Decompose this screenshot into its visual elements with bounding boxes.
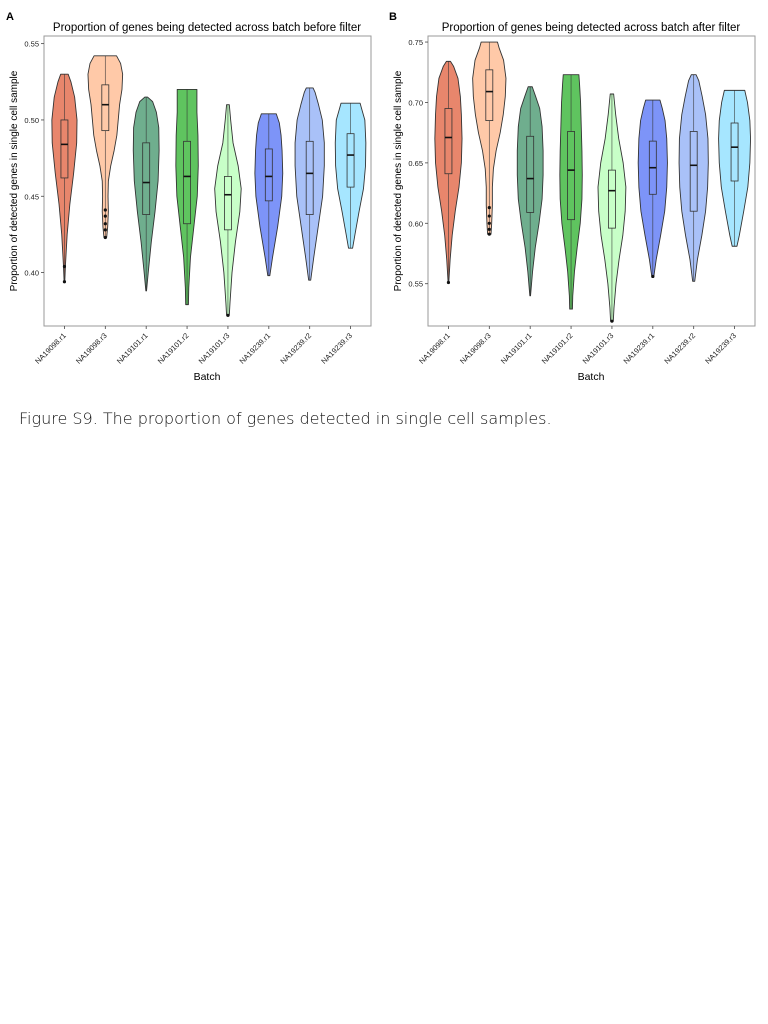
box-NA19239.r1 xyxy=(264,148,273,202)
outlier-point xyxy=(62,280,67,284)
box-NA19098.r3 xyxy=(101,84,110,132)
box-NA19239.r2 xyxy=(305,140,314,215)
box-NA19239.r3 xyxy=(730,122,739,182)
box-NA19239.r3 xyxy=(346,133,355,188)
outlier-point xyxy=(487,214,491,218)
x-tick-label: NA19101.r3 xyxy=(581,331,616,366)
x-tick-label: NA19239.r1 xyxy=(238,331,273,366)
x-tick-label: NA19101.r1 xyxy=(499,331,534,366)
x-tick-label: NA19239.r1 xyxy=(622,331,657,366)
x-tick-label: NA19098.r1 xyxy=(417,331,452,366)
box-NA19098.r1 xyxy=(60,119,69,179)
outlier-point xyxy=(226,313,230,317)
box-NA19101.r2 xyxy=(567,131,575,221)
outlier-point xyxy=(610,319,614,323)
outlier-point xyxy=(103,228,107,232)
box-NA19098.r1 xyxy=(444,108,453,175)
y-tick-label: 0.75 xyxy=(408,38,423,47)
box-NA19239.r2 xyxy=(689,131,698,212)
outlier-point xyxy=(487,221,491,225)
chart-title-a: Proportion of genes being detected acros… xyxy=(53,22,361,34)
box-NA19101.r1 xyxy=(526,135,535,213)
y-axis-label-b: Proportion of detected genes in single c… xyxy=(393,70,404,291)
x-tick-label: NA19239.r3 xyxy=(703,331,738,366)
box-NA19101.r2 xyxy=(183,140,191,225)
outlier-point xyxy=(103,235,107,240)
outlier-point xyxy=(62,264,67,269)
x-tick-label: NA19101.r2 xyxy=(156,331,191,366)
x-tick-label: NA19101.r3 xyxy=(197,331,232,366)
panel-letter-b: B xyxy=(389,11,397,23)
x-tick-label: NA19098.r1 xyxy=(33,331,68,366)
y-axis-label-a: Proportion of detected genes in single c… xyxy=(9,70,20,291)
x-tick-label: NA19239.r2 xyxy=(662,331,697,366)
y-tick-label: 0.70 xyxy=(408,98,423,107)
figure-caption: Figure S9. The proportion of genes detec… xyxy=(19,409,552,428)
x-axis-label-a: Batch xyxy=(194,371,221,383)
outlier-point xyxy=(103,222,107,226)
x-tick-label: NA19098.r3 xyxy=(74,331,109,366)
panel-letter-a: A xyxy=(6,11,14,23)
x-tick-label: NA19239.r2 xyxy=(278,331,313,366)
x-axis-label-b: Batch xyxy=(578,371,605,383)
chart-panel-a: A Proportion of genes being detected acr… xyxy=(6,11,372,383)
box-NA19101.r1 xyxy=(142,142,151,215)
plot-frame xyxy=(427,35,756,327)
box-NA19101.r3 xyxy=(608,169,616,229)
outlier-point xyxy=(651,274,655,279)
y-tick-label: 0.60 xyxy=(408,219,423,228)
y-tick-label: 0.65 xyxy=(408,159,423,168)
outlier-point xyxy=(103,208,107,212)
x-tick-label: NA19239.r3 xyxy=(319,331,354,366)
outlier-point xyxy=(487,232,491,236)
y-tick-label: 0.45 xyxy=(24,192,39,201)
box-NA19101.r3 xyxy=(224,176,232,231)
chart-panel-b: B Proportion of genes being detected acr… xyxy=(389,11,756,383)
chart-title-b: Proportion of genes being detected acros… xyxy=(442,22,741,34)
box-NA19098.r3 xyxy=(485,69,494,121)
x-tick-label: NA19098.r3 xyxy=(458,331,493,366)
x-tick-label: NA19101.r2 xyxy=(540,331,575,366)
plot-frame xyxy=(43,35,372,327)
outlier-point xyxy=(487,205,491,210)
x-tick-label: NA19101.r1 xyxy=(115,331,150,366)
outlier-point xyxy=(446,280,451,285)
y-tick-label: 0.55 xyxy=(24,40,39,49)
outlier-point xyxy=(487,227,491,231)
outlier-point xyxy=(103,214,107,218)
y-tick-label: 0.50 xyxy=(24,116,39,125)
y-tick-label: 0.55 xyxy=(408,280,423,289)
y-tick-label: 0.40 xyxy=(24,269,39,278)
